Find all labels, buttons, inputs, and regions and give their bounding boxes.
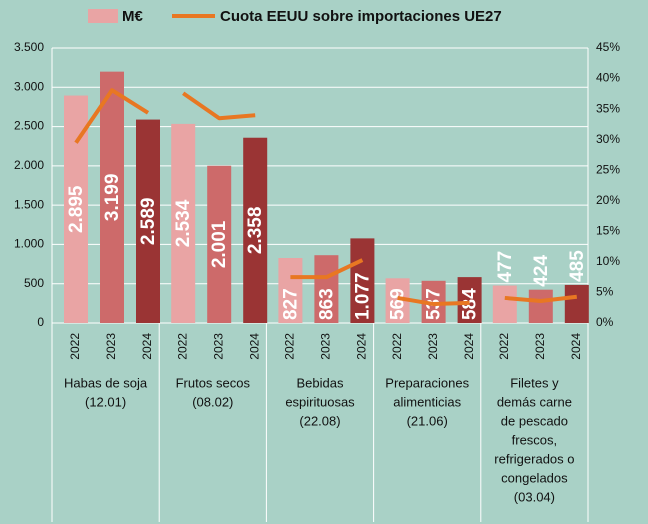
value-label: 2.895 xyxy=(66,185,87,233)
group-label: (12.01) xyxy=(85,394,126,409)
y2-tick-label: 25% xyxy=(596,162,620,176)
value-label: 485 xyxy=(567,250,588,282)
y-tick-label: 1.500 xyxy=(14,197,44,211)
bar xyxy=(528,289,553,323)
y-tick-label: 500 xyxy=(24,276,44,290)
legend-swatch xyxy=(88,9,118,23)
group-label: refrigerados o xyxy=(494,451,574,466)
x-tick-label: 2024 xyxy=(355,333,369,360)
y2-tick-label: 0% xyxy=(596,315,614,329)
x-tick-label: 2023 xyxy=(426,333,440,360)
value-label: 863 xyxy=(316,288,337,320)
group-label: de pescado xyxy=(501,413,568,428)
bar xyxy=(314,255,339,323)
x-tick-label: 2023 xyxy=(104,333,118,360)
group-label: (08.02) xyxy=(192,394,233,409)
bar xyxy=(100,71,124,324)
value-label: 3.199 xyxy=(102,174,123,222)
x-tick-label: 2022 xyxy=(68,333,82,360)
x-tick-label: 2023 xyxy=(211,333,225,360)
share-line xyxy=(504,294,578,303)
legend-label: Cuota EEUU sobre importaciones UE27 xyxy=(220,8,502,25)
x-tick-label: 2022 xyxy=(175,333,189,360)
group-label: Bebidas xyxy=(297,375,344,390)
y-tick-label: 3.000 xyxy=(14,79,44,93)
group-label: (22.08) xyxy=(299,413,340,428)
x-tick-label: 2024 xyxy=(140,333,154,360)
value-label: 584 xyxy=(460,288,481,320)
share-line xyxy=(74,88,150,144)
bar xyxy=(564,284,589,323)
x-tick-label: 2024 xyxy=(462,333,476,360)
group-label: Filetes y xyxy=(510,375,559,390)
group-label: demás carne xyxy=(497,394,572,409)
y2-tick-label: 30% xyxy=(596,132,620,146)
group-label: Habas de soja xyxy=(64,375,148,390)
y2-tick-label: 5% xyxy=(596,285,614,299)
value-label: 569 xyxy=(388,288,409,320)
group-label: Preparaciones xyxy=(385,375,469,390)
y-tick-label: 0 xyxy=(37,315,44,329)
bar xyxy=(171,123,196,324)
y2-tick-label: 45% xyxy=(596,40,620,54)
share-line xyxy=(290,258,364,280)
bar xyxy=(350,238,375,323)
value-label: 424 xyxy=(531,255,552,287)
value-label: 477 xyxy=(495,251,516,283)
group-label: espirituosas xyxy=(285,394,355,409)
x-tick-label: 2022 xyxy=(390,333,404,360)
y2-tick-label: 10% xyxy=(596,254,620,268)
y2-tick-label: 15% xyxy=(596,224,620,238)
value-label: 2.358 xyxy=(245,207,266,255)
group-label: (21.06) xyxy=(407,413,448,428)
bar xyxy=(457,277,482,323)
bar xyxy=(243,137,268,323)
value-label: 1.077 xyxy=(352,272,373,320)
share-line xyxy=(397,295,470,307)
x-tick-label: 2023 xyxy=(319,333,333,360)
group-label: (03.04) xyxy=(514,489,555,504)
y2-tick-label: 40% xyxy=(596,71,620,85)
bar xyxy=(492,285,517,323)
x-tick-label: 2022 xyxy=(283,333,297,360)
group-label: alimenticias xyxy=(393,394,461,409)
y-tick-label: 1.000 xyxy=(14,237,44,251)
y2-tick-label: 20% xyxy=(596,193,620,207)
x-tick-label: 2024 xyxy=(247,333,261,360)
share-line xyxy=(182,91,256,121)
group-label: Frutos secos xyxy=(176,375,251,390)
group-label: frescos, xyxy=(512,432,558,447)
group-label: congelados xyxy=(501,470,568,485)
x-tick-label: 2024 xyxy=(569,333,583,360)
bar xyxy=(136,119,160,323)
value-label: 2.589 xyxy=(138,198,159,246)
value-label: 827 xyxy=(280,288,301,320)
y-tick-label: 2.000 xyxy=(14,158,44,172)
y-tick-label: 2.500 xyxy=(14,119,44,133)
bar xyxy=(278,258,303,323)
x-tick-label: 2022 xyxy=(497,333,511,360)
y2-tick-label: 35% xyxy=(596,101,620,115)
legend-label: M€ xyxy=(122,8,143,25)
bar xyxy=(207,165,232,323)
y-tick-label: 3.500 xyxy=(14,40,44,54)
value-label: 2.534 xyxy=(173,199,194,247)
x-tick-label: 2023 xyxy=(533,333,547,360)
value-label: 2.001 xyxy=(209,220,230,268)
